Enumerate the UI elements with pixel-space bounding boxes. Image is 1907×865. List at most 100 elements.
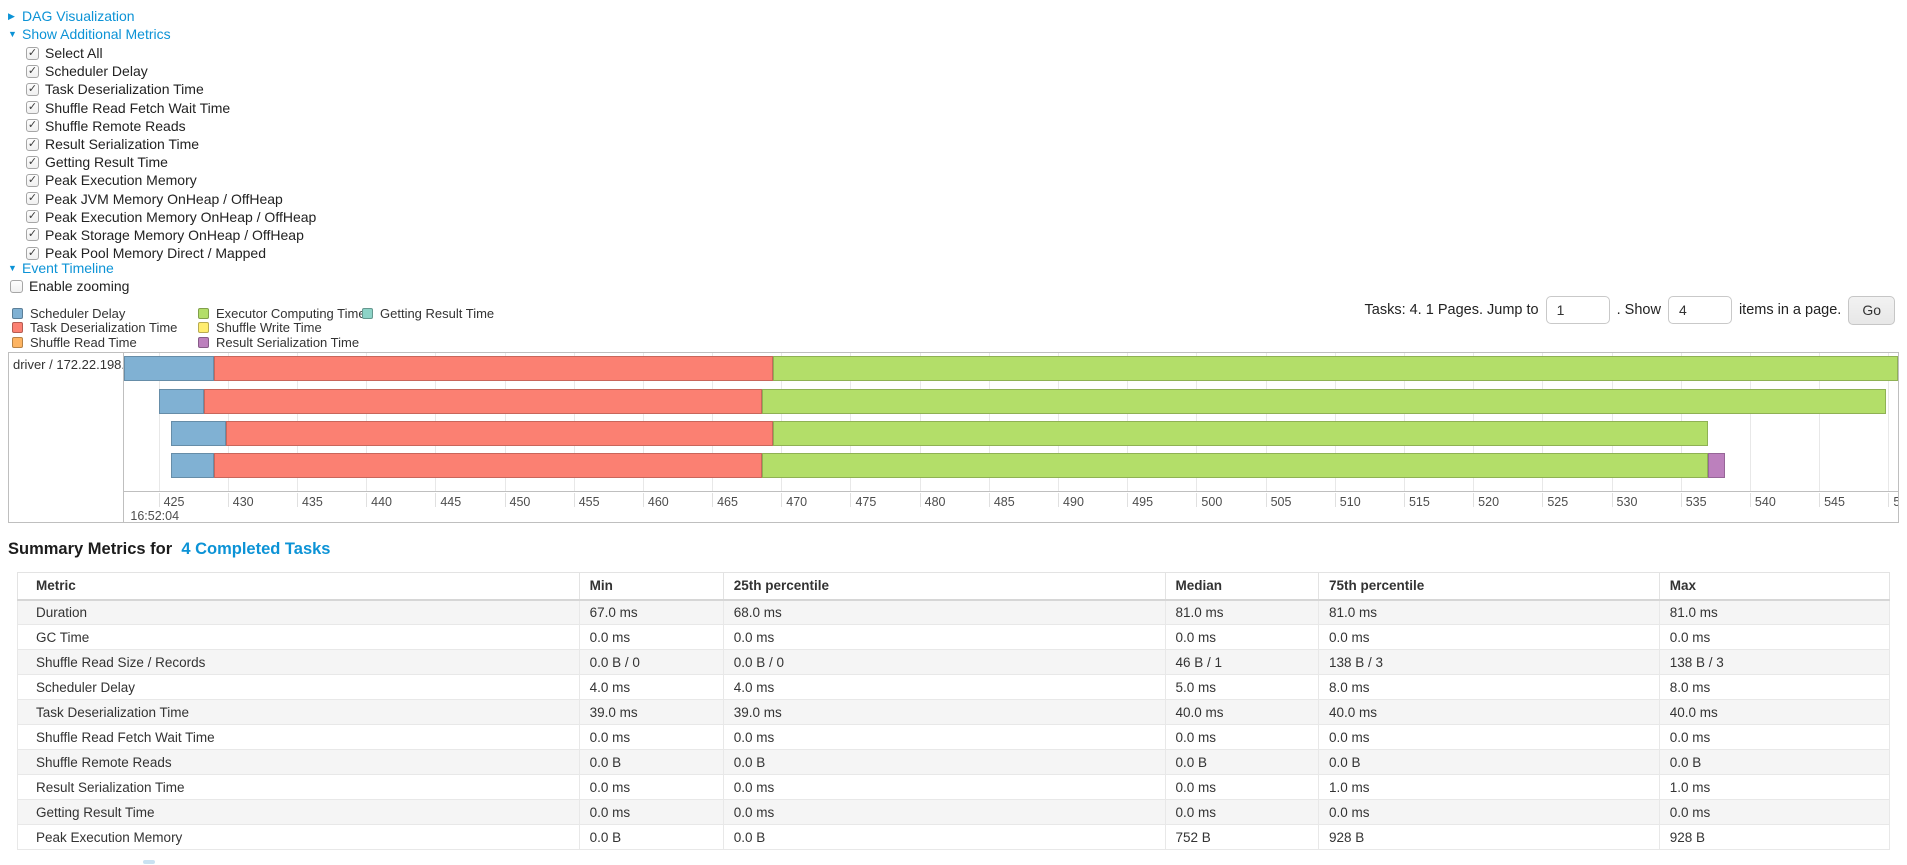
segment-executor-computing[interactable]	[761, 389, 1886, 414]
legend-column: Getting Result Time	[362, 306, 494, 321]
table-cell: 0.0 ms	[578, 774, 724, 800]
table-cell: 0.0 ms	[578, 799, 724, 825]
dag-visualization-label: DAG Visualization	[22, 8, 135, 24]
table-header-cell: 75th percentile	[1318, 572, 1660, 601]
axis-tick-label: 525	[1547, 495, 1569, 509]
metric-checkbox-label: Result Serialization Time	[45, 136, 200, 153]
chevron-down-icon: ▼	[8, 29, 17, 39]
event-timeline-toggle[interactable]: ▼ Event Timeline	[8, 259, 114, 277]
checked-checkbox[interactable]: ✓	[26, 82, 39, 96]
metric-checkbox-label: Shuffle Remote Reads	[45, 117, 186, 134]
axis-tick-label: 495	[1132, 495, 1154, 509]
table-cell: 0.0 ms	[1164, 624, 1320, 650]
table-cell: Shuffle Read Size / Records	[17, 649, 580, 675]
metric-checkbox-item[interactable]: ✓ Shuffle Read Fetch Wait Time	[26, 99, 316, 117]
metric-checkbox-item[interactable]: ✓ Scheduler Delay	[26, 62, 316, 80]
metric-checkbox-item[interactable]: ✓ Peak Pool Memory Direct / Mapped	[26, 244, 316, 262]
checked-checkbox[interactable]: ✓	[26, 228, 39, 242]
table-row: Shuffle Read Fetch Wait Time 0.0 ms 0.0 ms…	[17, 724, 1891, 750]
metric-checkbox-item[interactable]: ✓ Peak Execution Memory	[26, 171, 316, 189]
table-row: Result Serialization Time 0.0 ms 0.0 ms 0.0…	[17, 774, 1891, 800]
metric-checkbox-item[interactable]: ✓ Peak Storage Memory OnHeap / OffHeap	[26, 226, 316, 244]
axis-tick-label: 535	[1685, 495, 1707, 509]
table-cell: 4.0 ms	[578, 674, 724, 700]
metric-checkbox-item[interactable]: ✓ Select All	[26, 44, 316, 62]
metric-checkbox-label: Select All	[45, 45, 103, 62]
checked-checkbox[interactable]: ✓	[26, 173, 39, 187]
timeline-legend: Scheduler Delay Task Deserialization Time…	[12, 306, 532, 352]
segment-scheduler-delay[interactable]	[171, 421, 227, 446]
go-button[interactable]: Go	[1848, 295, 1895, 325]
axis-tick-label: 515	[1408, 495, 1430, 509]
table-cell: 0.0 B	[722, 824, 1166, 850]
legend-item: Scheduler Delay	[12, 306, 177, 321]
checked-checkbox[interactable]: ✓	[26, 101, 39, 115]
axis-tick	[1196, 493, 1198, 507]
checked-checkbox[interactable]: ✓	[26, 137, 39, 151]
table-row: Duration 67.0 ms 68.0 ms 81.0 ms 81.0 ms 81.0…	[17, 599, 1891, 625]
metric-checkbox-label: Shuffle Read Fetch Wait Time	[45, 99, 231, 116]
table-cell: 928 B	[1318, 824, 1660, 850]
axis-tick-label: 460	[647, 495, 669, 509]
enable-zooming-checkbox[interactable]	[10, 279, 23, 293]
table-row: Task Deserialization Time 39.0 ms 39.0 ms 4…	[17, 699, 1891, 725]
metric-checkbox-item[interactable]: ✓ Peak JVM Memory OnHeap / OffHeap	[26, 190, 316, 208]
table-cell: 0.0 ms	[1658, 624, 1891, 650]
table-row: GC Time 0.0 ms 0.0 ms 0.0 ms 0.0 ms 0.0 ms	[17, 624, 1891, 650]
summary-metrics-table: Metric Min 25th percentile Median 75th perce…	[17, 572, 1891, 850]
metric-checkbox-label: Task Deserialization Time	[45, 81, 204, 98]
axis-tick	[158, 493, 160, 507]
metric-checkbox-item[interactable]: ✓ Result Serialization Time	[26, 135, 316, 153]
checked-checkbox[interactable]: ✓	[26, 192, 39, 206]
segment-task-deserialization[interactable]	[204, 389, 762, 414]
table-cell: 46 B / 1	[1164, 649, 1320, 675]
show-additional-metrics-toggle[interactable]: ▼ Show Additional Metrics	[8, 25, 171, 43]
segment-executor-computing[interactable]	[772, 421, 1709, 446]
segment-executor-computing[interactable]	[772, 356, 1898, 381]
dag-visualization-toggle[interactable]: ▶ DAG Visualization	[8, 7, 135, 25]
table-cell: 0.0 B / 0	[722, 649, 1166, 675]
legend-item: Shuffle Read Time	[12, 335, 177, 350]
legend-swatch	[12, 307, 23, 319]
pagination-tasks-text: Tasks: 4. 1 Pages. Jump to	[1364, 302, 1539, 318]
items-per-page-input[interactable]	[1667, 296, 1732, 324]
segment-task-deserialization[interactable]	[226, 421, 773, 446]
metric-checkbox-item[interactable]: ✓ Getting Result Time	[26, 153, 316, 171]
legend-swatch	[198, 307, 209, 319]
segment-task-deserialization[interactable]	[213, 453, 762, 478]
axis-gridline	[1888, 353, 1890, 491]
checked-checkbox[interactable]: ✓	[26, 210, 39, 224]
checked-checkbox[interactable]: ✓	[26, 64, 39, 78]
table-cell: 81.0 ms	[1658, 599, 1891, 625]
metric-checkbox-item[interactable]: ✓ Peak Execution Memory OnHeap / OffHeap	[26, 208, 316, 226]
axis-tick-label: 425	[163, 495, 185, 509]
checked-checkbox[interactable]: ✓	[26, 246, 39, 260]
metric-checkbox-item[interactable]: ✓ Shuffle Remote Reads	[26, 117, 316, 135]
segment-scheduler-delay[interactable]	[158, 389, 205, 414]
jump-to-page-input[interactable]	[1545, 296, 1610, 324]
table-cell: 0.0 ms	[722, 624, 1166, 650]
table-cell: 0.0 B	[578, 824, 724, 850]
axis-tick	[712, 493, 714, 507]
axis-tick-label: 540	[1754, 495, 1776, 509]
segment-task-deserialization[interactable]	[213, 356, 773, 381]
checked-checkbox[interactable]: ✓	[26, 119, 39, 133]
segment-result-serialization[interactable]	[1708, 453, 1726, 478]
axis-tick-label: 455	[578, 495, 600, 509]
axis-tick-label: 490	[1063, 495, 1084, 509]
segment-scheduler-delay[interactable]	[171, 453, 214, 478]
segment-scheduler-delay[interactable]	[124, 356, 214, 381]
table-row: Peak Execution Memory 0.0 B 0.0 B 752 B 928 …	[17, 824, 1891, 850]
table-cell: 0.0 ms	[1318, 799, 1660, 825]
metric-checkbox-item[interactable]: ✓ Task Deserialization Time	[26, 80, 316, 98]
axis-tick	[573, 493, 575, 507]
table-cell: 0.0 B	[1658, 749, 1891, 775]
checked-checkbox[interactable]: ✓	[26, 155, 39, 169]
completed-tasks-link[interactable]: 4 Completed Tasks	[181, 540, 331, 558]
segment-executor-computing[interactable]	[761, 453, 1709, 478]
checked-checkbox[interactable]: ✓	[26, 46, 39, 60]
table-cell: 138 B / 3	[1658, 649, 1891, 675]
clipped-next-section	[143, 860, 155, 864]
legend-label: Task Deserialization Time	[30, 320, 178, 336]
metric-checkbox-label: Getting Result Time	[45, 154, 168, 171]
